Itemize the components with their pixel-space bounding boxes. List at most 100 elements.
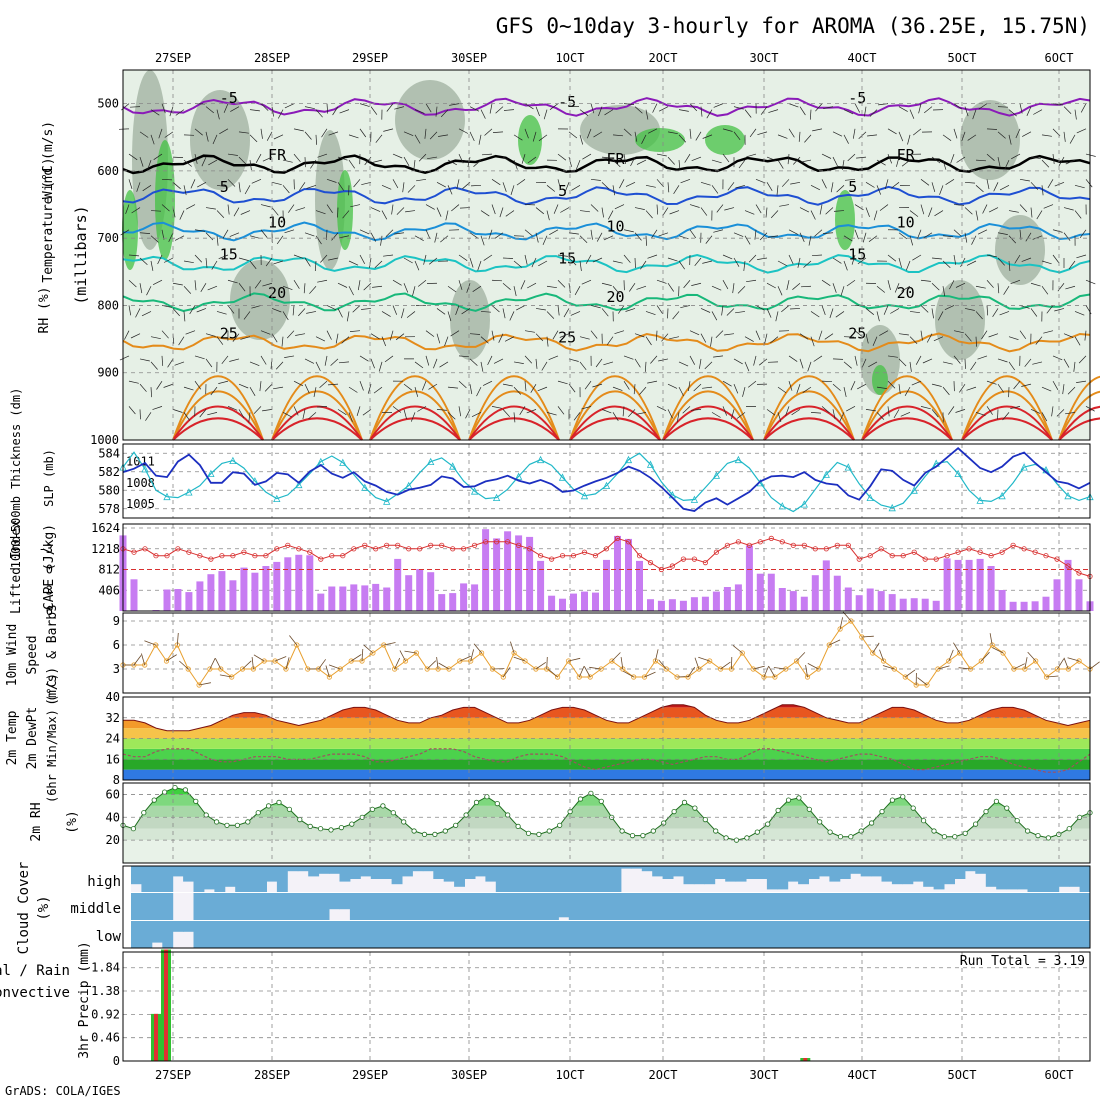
wind-barb	[815, 103, 823, 112]
lifted-index-point	[636, 553, 643, 559]
wind-barb	[997, 157, 1001, 167]
wind-barb	[161, 204, 170, 212]
wind-barb	[571, 185, 581, 191]
cloud-bar-high	[704, 866, 716, 885]
wind-barb	[876, 386, 887, 389]
cloud-bar-high	[422, 866, 434, 872]
cloud-bar-middle	[516, 893, 528, 920]
wind-barb	[711, 285, 722, 291]
wind-barb-10m	[274, 656, 287, 662]
cloud-bar-low	[287, 921, 299, 948]
wind-barb	[183, 412, 190, 421]
wind-barb	[898, 333, 909, 336]
wind-speed-point	[381, 642, 387, 648]
wind-barb	[487, 355, 493, 366]
wind-barb	[777, 412, 782, 423]
wind-barb	[829, 308, 834, 319]
wind-barb	[153, 153, 163, 160]
lifted-index-point	[406, 546, 412, 552]
cape-bar	[328, 586, 336, 611]
wind-barb	[724, 333, 735, 336]
wind-barb	[781, 179, 790, 187]
panel-frame	[122, 696, 1091, 781]
thickness-point	[800, 500, 808, 508]
cape-bar	[438, 594, 446, 611]
wind-barb	[356, 406, 361, 417]
lifted-index-point	[581, 549, 588, 555]
wind-barb	[1068, 260, 1076, 270]
wind-barb	[1074, 210, 1082, 219]
wind-barb	[227, 179, 236, 187]
cape-bar	[130, 579, 138, 611]
wind-barb	[232, 333, 240, 342]
wind-barb	[260, 229, 268, 238]
rh-shading-blob	[155, 140, 175, 260]
wind-barb	[667, 283, 674, 292]
cloud-bar-high	[620, 866, 632, 869]
wind-speed-point	[1033, 658, 1039, 664]
wind-barb	[640, 260, 647, 270]
wind-barb	[299, 182, 306, 191]
rh-shading-blob	[395, 80, 465, 160]
wind-barb	[150, 387, 152, 398]
wind-barb	[766, 156, 777, 162]
wind-barb	[634, 207, 645, 210]
wind-barb	[238, 182, 241, 193]
rh-shading-blob	[935, 280, 985, 360]
x-axis-top-label: 29SEP	[352, 51, 388, 65]
wind-barb	[986, 380, 997, 385]
wind-barb	[568, 257, 577, 266]
cloud-bar-middle	[1069, 893, 1081, 920]
wind-barb	[1015, 128, 1021, 139]
wind-barb	[169, 106, 174, 117]
cloud-bar-high	[631, 866, 643, 869]
isotherm-line	[122, 292, 1091, 313]
wind-barb	[363, 282, 372, 291]
wind-barb	[890, 308, 900, 314]
precip-convective-bar	[803, 1058, 808, 1061]
cloud-bar-high	[297, 866, 309, 872]
wind-barb	[911, 380, 922, 386]
wind-barb	[458, 128, 469, 134]
cloud-bar-low	[235, 921, 247, 948]
wind-barb	[579, 210, 590, 213]
lifted-index-point	[845, 542, 851, 548]
wind-barb	[644, 361, 647, 372]
surface-temp-arc	[763, 375, 855, 441]
wind-barb	[711, 185, 719, 194]
wind-barb	[841, 160, 845, 170]
wind-barb	[480, 235, 485, 246]
wind-barb	[770, 210, 779, 219]
surface-temp-arc	[961, 417, 1053, 441]
lifted-index-point	[460, 546, 467, 552]
cape-bar	[778, 588, 786, 611]
wind-barb	[249, 386, 256, 396]
wind-barb	[759, 232, 768, 241]
wind-barb	[450, 330, 460, 337]
wind-barb-10m	[1027, 651, 1036, 662]
wind-barb	[819, 204, 823, 215]
wind-barb	[912, 128, 922, 136]
wind-barb	[219, 128, 229, 135]
wind-barb	[716, 204, 724, 213]
cloud-bar-low	[673, 921, 684, 948]
wind-barb	[810, 210, 816, 220]
wind-barb	[439, 361, 449, 368]
cape-bar	[614, 535, 621, 611]
wind-barb	[912, 254, 922, 261]
wind-barb	[396, 207, 405, 215]
cloud-bar-low	[245, 921, 257, 948]
wind-barb	[381, 210, 388, 220]
rh-point	[224, 822, 230, 828]
wind-barb	[920, 305, 929, 313]
wind-speed-point	[772, 674, 778, 680]
wind-barb	[216, 184, 227, 188]
wind-barb	[480, 336, 489, 344]
rh-band	[123, 805, 1090, 818]
wind-speed-point	[750, 666, 756, 672]
wind-barb-10m	[1046, 675, 1059, 678]
wind-barb	[262, 282, 273, 287]
wind-barb	[944, 305, 955, 311]
wind-speed-point	[815, 666, 822, 672]
wind-barb	[392, 179, 399, 189]
